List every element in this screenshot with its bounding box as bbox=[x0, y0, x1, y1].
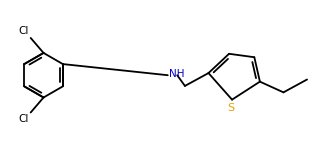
Text: Cl: Cl bbox=[19, 114, 29, 124]
Text: S: S bbox=[227, 104, 234, 114]
Text: Cl: Cl bbox=[19, 26, 29, 36]
Text: NH: NH bbox=[169, 69, 184, 79]
